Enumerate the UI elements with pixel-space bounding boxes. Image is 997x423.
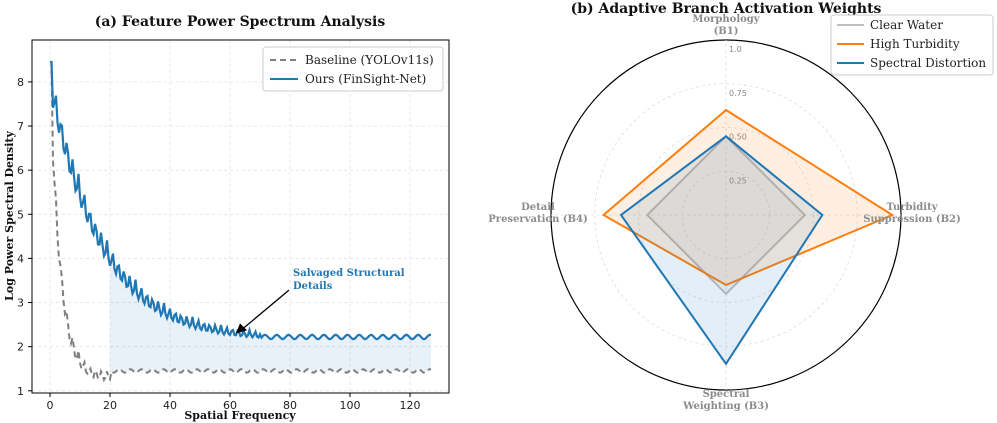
- annotation-text: Details: [293, 281, 333, 292]
- x-tick-label: 20: [103, 399, 117, 412]
- legend-entry: High Turbidity: [870, 37, 960, 51]
- y-tick-label: 5: [17, 208, 24, 221]
- legend-entry: Clear Water: [870, 18, 943, 32]
- y-tick-label: 3: [17, 297, 24, 310]
- legend-entry: Baseline (YOLOv11s): [305, 53, 434, 67]
- radar-axis-label: (B1): [714, 26, 739, 37]
- y-tick-label: 6: [17, 164, 24, 177]
- spectrum-series-lines: [50, 62, 431, 380]
- radar-series-polygons: [604, 110, 893, 364]
- radar-axis-label: Suppression (B2): [863, 214, 960, 225]
- spectrum-chart-title: (a) Feature Power Spectrum Analysis: [95, 14, 386, 30]
- spectrum-y-axis-label: Log Power Spectral Density: [3, 131, 16, 301]
- series-line-baseline: [50, 62, 431, 380]
- y-tick-label: 1: [17, 385, 24, 398]
- legend-entry: Spectral Distortion: [870, 56, 986, 70]
- x-tick-label: 40: [163, 399, 177, 412]
- y-tick-label: 7: [17, 120, 24, 133]
- y-tick-label: 8: [17, 76, 24, 89]
- radar-axis-label: Weighting (B3): [682, 401, 769, 412]
- radar-axis-label: Preservation (B4): [488, 214, 587, 225]
- annotation-text: Salvaged Structural: [293, 268, 405, 279]
- x-tick-label: 120: [400, 399, 421, 412]
- x-tick-label: 100: [340, 399, 361, 412]
- spectrum-x-axis-label: Spatial Frequency: [184, 409, 296, 422]
- radar-r-tick-label: 1.0: [729, 45, 742, 54]
- radar-r-tick-label: 0.75: [729, 89, 747, 98]
- y-tick-label: 4: [17, 252, 24, 265]
- radar-chart: (b) Adaptive Branch Activation Weights 0…: [488, 1, 993, 412]
- legend-entry: Ours (FinSight-Net): [305, 72, 426, 86]
- y-tick-label: 2: [17, 341, 24, 354]
- salvaged-annotation: Salvaged Structural Details: [236, 268, 405, 333]
- x-tick-label: 0: [47, 399, 54, 412]
- spectrum-legend: Baseline (YOLOv11s) Ours (FinSight-Net): [263, 47, 443, 91]
- series-line-ours: [50, 62, 431, 339]
- spectrum-chart: (a) Feature Power Spectrum Analysis 0 20 4…: [3, 14, 449, 422]
- radar-legend: Clear Water High Turbidity Spectral Distor…: [831, 15, 993, 75]
- radar-axis-label: Turbidity: [886, 202, 938, 213]
- figure: (a) Feature Power Spectrum Analysis 0 20 4…: [0, 0, 997, 423]
- radar-axis-label: Spectral: [703, 389, 750, 400]
- annotation-arrow-shaft: [242, 290, 289, 329]
- radar-axis-label: Detail: [521, 202, 555, 213]
- radar-axis-label: Morphology: [692, 14, 760, 25]
